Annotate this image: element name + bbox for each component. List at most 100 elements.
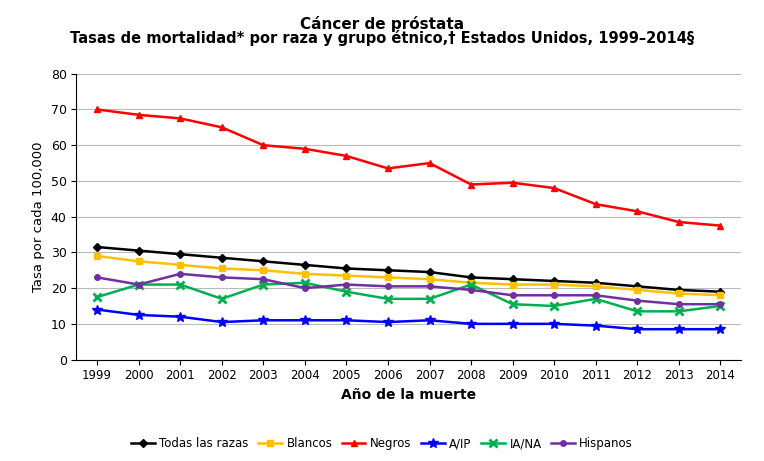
Hispanos: [92, 275, 102, 280]
Hispanos: [342, 282, 351, 287]
A/IP: [508, 321, 517, 326]
Blancos: [259, 267, 268, 273]
A/IP: [549, 321, 558, 326]
IA/NA: [342, 289, 351, 295]
IA/NA: [508, 301, 517, 307]
Negros: [92, 107, 102, 112]
IA/NA: [384, 296, 393, 301]
Todas las razas: [467, 275, 476, 280]
A/IP: [633, 326, 642, 332]
Negros: [217, 124, 226, 130]
Negros: [549, 185, 558, 191]
Hispanos: [549, 293, 558, 298]
Blancos: [508, 282, 517, 287]
A/IP: [467, 321, 476, 326]
Negros: [591, 201, 601, 207]
Blancos: [384, 275, 393, 280]
Hispanos: [508, 293, 517, 298]
Todas las razas: [716, 289, 725, 295]
Blancos: [217, 266, 226, 271]
Line: Hispanos: Hispanos: [95, 271, 723, 307]
X-axis label: Año de la muerte: Año de la muerte: [342, 388, 476, 402]
Blancos: [300, 271, 309, 277]
Line: Todas las razas: Todas las razas: [95, 244, 723, 295]
Negros: [300, 146, 309, 152]
Blancos: [467, 280, 476, 285]
IA/NA: [674, 308, 683, 314]
IA/NA: [300, 280, 309, 285]
A/IP: [176, 314, 185, 319]
Hispanos: [217, 275, 226, 280]
Negros: [467, 182, 476, 187]
Hispanos: [674, 301, 683, 307]
A/IP: [591, 323, 601, 328]
Blancos: [591, 284, 601, 289]
IA/NA: [217, 296, 226, 301]
Todas las razas: [633, 284, 642, 289]
A/IP: [92, 307, 102, 313]
IA/NA: [549, 303, 558, 309]
Hispanos: [591, 293, 601, 298]
Negros: [134, 112, 144, 118]
Todas las razas: [508, 277, 517, 282]
A/IP: [134, 312, 144, 318]
Todas las razas: [342, 266, 351, 271]
Todas las razas: [425, 269, 434, 275]
Blancos: [549, 282, 558, 287]
Blancos: [633, 287, 642, 293]
Negros: [176, 116, 185, 121]
Negros: [716, 223, 725, 228]
Blancos: [716, 293, 725, 298]
A/IP: [342, 318, 351, 323]
Blancos: [92, 253, 102, 259]
Hispanos: [259, 277, 268, 282]
IA/NA: [134, 282, 144, 287]
Negros: [508, 180, 517, 185]
Blancos: [674, 291, 683, 296]
Negros: [633, 208, 642, 214]
Hispanos: [716, 301, 725, 307]
Blancos: [425, 277, 434, 282]
Todas las razas: [300, 262, 309, 268]
IA/NA: [633, 308, 642, 314]
Todas las razas: [217, 255, 226, 260]
Text: Cáncer de próstata: Cáncer de próstata: [300, 16, 464, 32]
Hispanos: [176, 271, 185, 277]
A/IP: [425, 318, 434, 323]
Todas las razas: [384, 267, 393, 273]
Line: Negros: Negros: [94, 106, 724, 229]
Blancos: [134, 259, 144, 264]
A/IP: [384, 319, 393, 325]
Todas las razas: [134, 248, 144, 254]
IA/NA: [467, 282, 476, 287]
IA/NA: [176, 282, 185, 287]
IA/NA: [591, 296, 601, 301]
Blancos: [176, 262, 185, 268]
IA/NA: [259, 282, 268, 287]
A/IP: [674, 326, 683, 332]
A/IP: [217, 319, 226, 325]
IA/NA: [92, 294, 102, 300]
Todas las razas: [92, 244, 102, 250]
Todas las razas: [176, 251, 185, 257]
Y-axis label: Tasa por cada 100,000: Tasa por cada 100,000: [32, 142, 45, 292]
Negros: [342, 153, 351, 159]
Hispanos: [633, 298, 642, 303]
Todas las razas: [674, 287, 683, 293]
Line: Blancos: Blancos: [95, 253, 723, 298]
Line: IA/NA: IA/NA: [93, 278, 724, 315]
IA/NA: [716, 303, 725, 309]
Hispanos: [384, 284, 393, 289]
Negros: [259, 142, 268, 148]
Blancos: [342, 273, 351, 278]
Hispanos: [134, 282, 144, 287]
Line: A/IP: A/IP: [92, 305, 725, 334]
A/IP: [259, 318, 268, 323]
Todas las razas: [549, 278, 558, 284]
Negros: [425, 160, 434, 166]
IA/NA: [425, 296, 434, 301]
A/IP: [300, 318, 309, 323]
Negros: [674, 219, 683, 225]
Hispanos: [425, 284, 434, 289]
Legend: Todas las razas, Blancos, Negros, A/IP, IA/NA, Hispanos: Todas las razas, Blancos, Negros, A/IP, …: [131, 437, 633, 450]
